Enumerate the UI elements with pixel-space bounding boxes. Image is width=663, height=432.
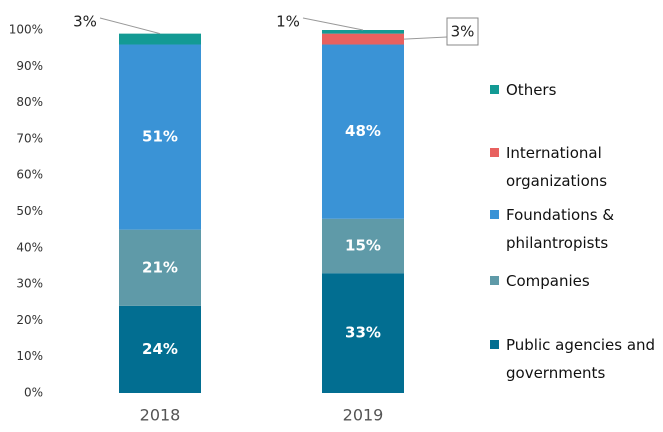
legend-swatch [490,340,499,349]
legend-swatch [490,210,499,219]
y-tick-label: 40% [16,240,43,254]
y-tick-label: 70% [16,131,43,145]
bar-segment [322,30,404,34]
leader-line [302,17,364,31]
legend-label: Others [506,81,557,99]
bar-segment [322,44,404,219]
bar-segment [119,33,201,45]
value-label: 24% [142,340,178,358]
y-tick-label: 10% [16,349,43,363]
y-tick-label: 60% [16,168,43,182]
value-label: 3% [451,23,475,41]
y-tick-label: 30% [16,277,43,291]
legend-item: Foundations & philantropists [490,201,658,257]
legend-label: Foundations & philantropists [506,206,615,252]
leader-line [403,36,448,40]
legend-swatch [490,276,499,285]
bar-segment [119,44,201,230]
y-tick-label: 80% [16,95,43,109]
y-tick-label: 20% [16,313,43,327]
bar-segment [119,305,201,393]
callout-box [446,17,479,46]
leader-line [99,17,161,35]
bar-segment [322,33,404,45]
value-label: 3% [73,13,97,31]
legend-label: International organizations [506,144,608,190]
value-label: 48% [345,122,381,140]
value-label: 15% [345,236,381,254]
y-tick-label: 0% [24,386,43,400]
value-label: 33% [345,324,381,342]
legend-label: Public agencies and governments [506,336,656,382]
bar-segment [322,218,404,274]
legend-item: Others [490,76,658,104]
value-label: 21% [142,258,178,276]
legend-swatch [490,148,499,157]
legend-item: International organizations [490,139,658,195]
value-label: 1% [276,13,300,31]
y-tick-label: 100% [9,23,43,37]
x-tick-label: 2019 [343,406,384,425]
y-tick-label: 50% [16,204,43,218]
bar-segment [322,273,404,393]
bar-segment [119,229,201,306]
legend-item: Companies [490,267,658,295]
x-tick-label: 2018 [140,406,181,425]
value-label: 51% [142,128,178,146]
legend-label: Companies [506,272,590,290]
legend-swatch [490,85,499,94]
legend-item: Public agencies and governments [490,331,658,387]
y-tick-label: 90% [16,59,43,73]
